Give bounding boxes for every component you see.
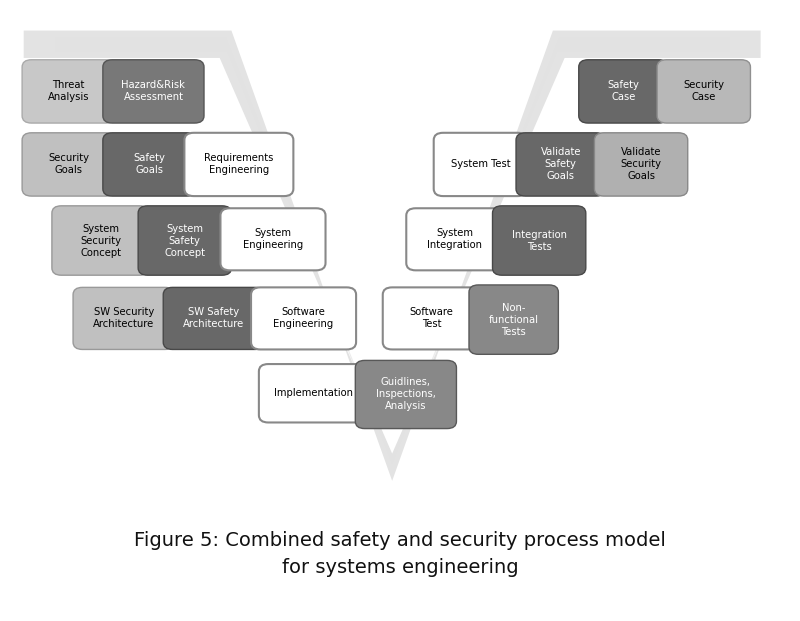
Polygon shape <box>55 38 730 464</box>
FancyBboxPatch shape <box>73 288 174 350</box>
Text: Safety
Goals: Safety Goals <box>134 153 166 176</box>
Text: Threat
Analysis: Threat Analysis <box>48 80 90 102</box>
FancyBboxPatch shape <box>469 285 558 355</box>
Text: Security
Goals: Security Goals <box>48 153 90 176</box>
Text: Guidlines,
Inspections,
Analysis: Guidlines, Inspections, Analysis <box>376 378 436 412</box>
FancyBboxPatch shape <box>382 288 480 350</box>
Text: SW Security
Architecture: SW Security Architecture <box>93 307 154 329</box>
Text: System
Security
Concept: System Security Concept <box>80 224 121 258</box>
Text: Validate
Safety
Goals: Validate Safety Goals <box>541 147 581 181</box>
Text: Safety
Case: Safety Case <box>607 80 639 102</box>
FancyBboxPatch shape <box>22 133 115 196</box>
Text: Hazard&Risk
Assessment: Hazard&Risk Assessment <box>122 80 186 102</box>
FancyBboxPatch shape <box>516 133 606 196</box>
Text: Security
Case: Security Case <box>683 80 724 102</box>
FancyBboxPatch shape <box>251 288 356 350</box>
FancyBboxPatch shape <box>578 60 668 123</box>
FancyBboxPatch shape <box>221 208 326 270</box>
Text: Integration
Tests: Integration Tests <box>512 230 566 252</box>
FancyBboxPatch shape <box>493 206 586 275</box>
FancyBboxPatch shape <box>163 288 264 350</box>
Text: Non-
functional
Tests: Non- functional Tests <box>489 302 538 337</box>
FancyBboxPatch shape <box>22 60 115 123</box>
Text: Figure 5: Combined safety and security process model
for systems engineering: Figure 5: Combined safety and security p… <box>134 531 666 577</box>
Text: System
Integration: System Integration <box>427 229 482 250</box>
Text: SW Safety
Architecture: SW Safety Architecture <box>183 307 245 329</box>
Text: Software
Engineering: Software Engineering <box>274 307 334 329</box>
FancyBboxPatch shape <box>52 206 149 275</box>
FancyBboxPatch shape <box>184 133 294 196</box>
Text: System
Engineering: System Engineering <box>243 229 303 250</box>
Text: System
Safety
Concept: System Safety Concept <box>164 224 206 258</box>
FancyBboxPatch shape <box>103 60 204 123</box>
Text: System Test: System Test <box>450 160 510 170</box>
FancyBboxPatch shape <box>657 60 750 123</box>
Text: Implementation: Implementation <box>274 388 353 398</box>
Text: Requirements
Engineering: Requirements Engineering <box>204 153 274 176</box>
FancyBboxPatch shape <box>434 133 527 196</box>
FancyBboxPatch shape <box>355 360 457 428</box>
FancyBboxPatch shape <box>138 206 231 275</box>
FancyBboxPatch shape <box>594 133 688 196</box>
FancyBboxPatch shape <box>406 208 503 270</box>
FancyBboxPatch shape <box>259 364 368 422</box>
Text: Software
Test: Software Test <box>410 307 454 329</box>
Text: Validate
Security
Goals: Validate Security Goals <box>621 147 662 181</box>
FancyBboxPatch shape <box>103 133 196 196</box>
Polygon shape <box>24 30 761 481</box>
